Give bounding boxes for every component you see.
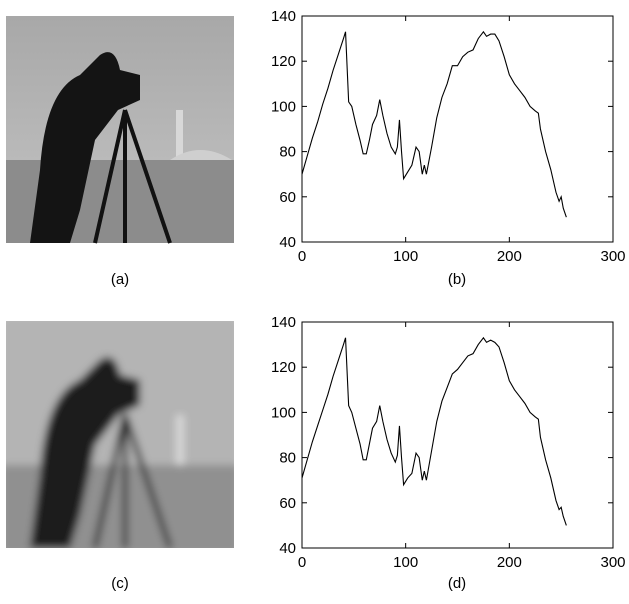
caption: (a) [111, 271, 129, 288]
x-tick-label: 300 [600, 248, 625, 265]
data-line [301, 30, 567, 218]
x-tick-label: 0 [298, 248, 306, 265]
x-tick-label: 0 [298, 554, 306, 571]
y-tick-label: 60 [279, 495, 296, 512]
x-tick-label: 100 [393, 248, 418, 265]
plot-frame [301, 15, 614, 243]
data-line [301, 336, 567, 526]
y-tick-label: 100 [271, 404, 296, 421]
y-tick-label: 80 [279, 144, 296, 161]
photo-blurred [6, 321, 234, 548]
y-tick-label: 120 [271, 53, 296, 70]
plot-frame [301, 321, 614, 549]
y-tick-label: 140 [271, 8, 296, 25]
y-tick-label: 140 [271, 314, 296, 331]
x-tick-label: 300 [600, 554, 625, 571]
y-tick-label: 120 [271, 359, 296, 376]
x-tick-label: 200 [497, 554, 522, 571]
photo-sharp [6, 16, 234, 244]
y-tick-label: 80 [279, 450, 296, 467]
y-tick-label: 100 [271, 98, 296, 115]
y-tick-label: 40 [279, 234, 296, 251]
caption: (d) [448, 575, 466, 592]
y-tick-label: 40 [279, 540, 296, 557]
x-tick-label: 100 [393, 554, 418, 571]
caption: (c) [111, 575, 129, 592]
caption: (b) [448, 271, 466, 288]
x-tick-label: 200 [497, 248, 522, 265]
y-tick-label: 60 [279, 189, 296, 206]
